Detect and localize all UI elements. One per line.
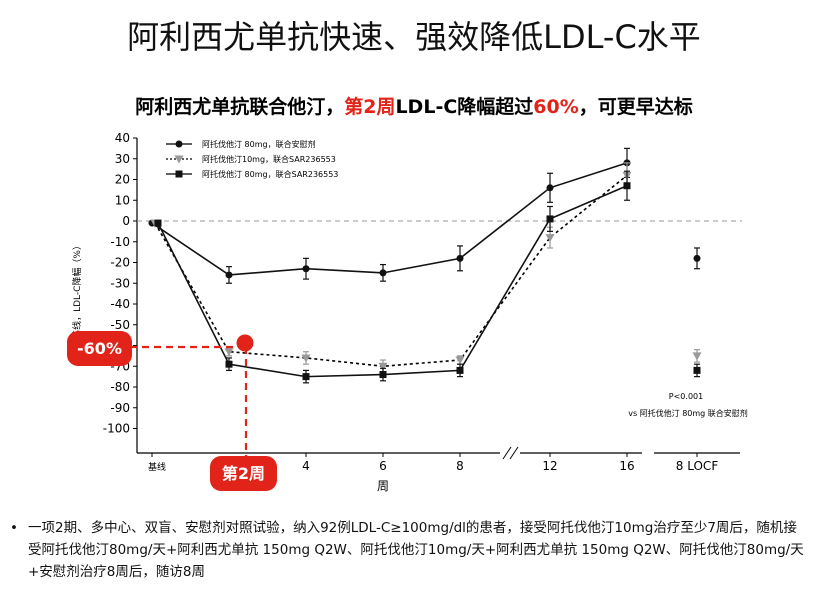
data-point — [224, 348, 234, 357]
x-axis-title: 周 — [377, 479, 389, 493]
data-point — [174, 155, 184, 164]
axis-break-mark — [502, 446, 512, 460]
subtitle-week-highlight: 第2周 — [344, 96, 396, 118]
minus60-badge-text: -60% — [77, 339, 122, 358]
data-point — [175, 170, 183, 178]
study-description-text: 一项2期、多中心、双盲、安慰剂对照试验，纳入92例LDL-C≥100mg/dl的… — [28, 520, 804, 580]
data-point — [546, 184, 554, 192]
data-point — [456, 366, 464, 374]
subtitle-part5: ，可更早达标 — [578, 96, 693, 118]
data-point — [456, 254, 464, 262]
bullet-dot: • — [10, 520, 18, 536]
data-point — [154, 219, 162, 227]
data-point — [379, 269, 387, 277]
x-tick-label: 6 — [379, 459, 387, 473]
subtitle: 阿利西尤单抗联合他汀，第2周LDL-C降幅超过60%，可更早达标 — [0, 92, 828, 119]
subtitle-percent-highlight: 60% — [533, 96, 579, 118]
subtitle-part1: 阿利西尤单抗联合他汀， — [135, 96, 345, 118]
series-line — [151, 162, 628, 276]
y-tick-label: 30 — [115, 152, 130, 166]
y-tick-label: -20 — [110, 256, 130, 270]
x-tick-label: 16 — [619, 459, 634, 473]
data-point — [545, 234, 555, 243]
legend-label: 阿托伐他汀 80mg，联合安慰剂 — [202, 139, 316, 149]
subtitle-part3: LDL-C降幅超过 — [395, 96, 534, 118]
x-tick-label: 12 — [542, 459, 557, 473]
data-point — [302, 373, 310, 381]
minus60-badge — [67, 331, 132, 366]
x-tick-label: 基线 — [148, 461, 166, 473]
legend-label: 阿托伐他汀10mg，联合SAR236553 — [202, 154, 336, 164]
data-point — [225, 271, 233, 279]
data-point — [692, 352, 702, 361]
data-point — [379, 371, 387, 379]
legend-label: 阿托伐他汀 80mg，联合SAR236553 — [202, 169, 338, 179]
y-tick-label: 10 — [115, 193, 130, 207]
y-tick-label: 20 — [115, 173, 130, 187]
study-description: • 一项2期、多中心、双盲、安慰剂对照试验，纳入92例LDL-C≥100mg/d… — [10, 517, 810, 583]
y-tick-label: -30 — [110, 276, 130, 290]
ldl-chart: 403020100-10-20-30-40-50-60-70-80-90-100… — [67, 131, 748, 493]
comparison-label: vs 阿托伐他汀 80mg 联合安慰剂 — [628, 408, 748, 418]
data-point — [225, 360, 233, 368]
data-point — [301, 354, 311, 363]
locf-label: 8 LOCF — [676, 459, 719, 473]
data-point — [302, 265, 310, 273]
y-axis-title: 基线，LDL-C降幅（%） — [71, 241, 83, 339]
highlight-point — [236, 334, 254, 352]
y-tick-label: -90 — [110, 401, 130, 415]
data-point — [455, 356, 465, 365]
data-point — [546, 215, 554, 223]
data-point — [175, 140, 183, 148]
y-tick-label: -80 — [110, 380, 130, 394]
y-tick-label: -50 — [110, 318, 130, 332]
y-tick-label: 0 — [122, 214, 130, 228]
data-point — [693, 366, 701, 374]
axis-break-mark — [509, 446, 519, 460]
data-point — [693, 254, 701, 262]
x-tick-label: 4 — [302, 459, 310, 473]
y-tick-label: 40 — [115, 131, 130, 145]
data-point — [378, 362, 388, 371]
x-tick-label: 8 — [456, 459, 464, 473]
y-tick-label: -100 — [103, 422, 130, 436]
y-tick-label: -10 — [110, 235, 130, 249]
y-tick-label: -40 — [110, 297, 130, 311]
p-value-label: P<0.001 — [669, 392, 703, 401]
page-title: 阿利西尤单抗快速、强效降低LDL-C水平 — [127, 18, 701, 56]
week2-badge — [210, 456, 277, 491]
data-point — [623, 182, 631, 190]
week2-badge-text: 第2周 — [222, 464, 265, 483]
